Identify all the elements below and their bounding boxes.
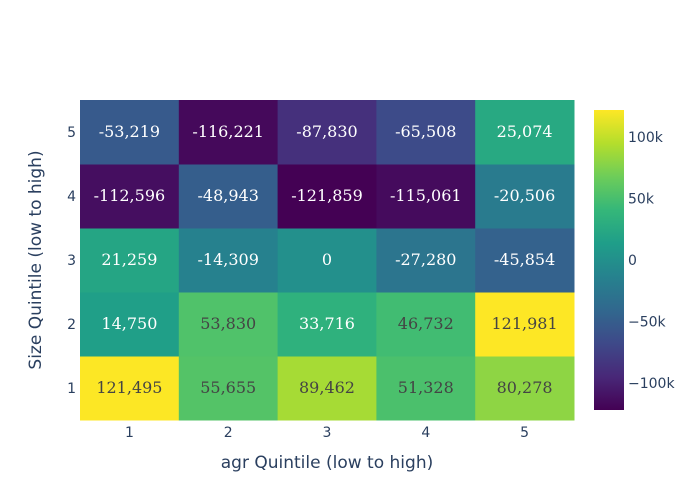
heatmap-cell: [475, 164, 575, 229]
x-axis-title: agr Quintile (low to high): [221, 453, 433, 473]
cell-label: -20,506: [494, 186, 555, 205]
cell-label: 89,462: [299, 378, 355, 397]
cell-label: -112,596: [94, 186, 166, 205]
x-tick-label: 4: [421, 425, 430, 441]
x-tick-label: 2: [224, 425, 233, 441]
cell-label: -48,943: [198, 186, 259, 205]
cell-label: 25,074: [497, 122, 553, 141]
heatmap-cell-labels: 121,495 55,655 89,462 51,328 80,278 14,750 53,…: [94, 122, 558, 397]
heatmap-cell: [277, 100, 377, 165]
y-tick-label: 1: [67, 381, 76, 397]
heatmap-cell: [376, 292, 476, 357]
heatmap-cell: [178, 164, 279, 229]
heatmap-cells: [80, 100, 575, 421]
cell-label: -45,854: [494, 250, 555, 269]
heatmap-cell: [178, 292, 279, 357]
cell-label: -87,830: [296, 122, 357, 141]
y-tick-label: 3: [67, 253, 76, 269]
heatmap-cell: [277, 228, 377, 293]
colorbar-tick-label: 0: [628, 253, 637, 269]
cell-label: 80,278: [497, 378, 553, 397]
colorbar-gradient: [594, 110, 624, 410]
heatmap-cell: [80, 164, 180, 229]
cell-label: -27,280: [395, 250, 456, 269]
colorbar-tick-label: −100k: [628, 376, 675, 392]
heatmap-cell: [277, 164, 377, 229]
cell-label: 21,259: [101, 250, 157, 269]
y-tick-label: 4: [67, 189, 76, 205]
x-tick-label: 1: [125, 425, 134, 441]
cell-label: 121,495: [96, 378, 162, 397]
heatmap-cell: [376, 100, 476, 165]
cell-label: 55,655: [200, 378, 256, 397]
x-tick-label: 3: [323, 425, 332, 441]
cell-label: -65,508: [395, 122, 456, 141]
cell-label: -14,309: [198, 250, 259, 269]
heatmap-cell: [80, 292, 180, 357]
heatmap-cell: [475, 228, 575, 293]
y-axis-title: Size Quintile (low to high): [26, 150, 46, 369]
cell-label: 14,750: [101, 314, 157, 333]
heatmap-cell: [475, 100, 575, 165]
y-tick-label: 5: [67, 125, 76, 141]
cell-label: -53,219: [99, 122, 160, 141]
heatmap-cell: [80, 100, 180, 165]
x-axis-ticks: 1 2 3 4 5: [125, 425, 529, 441]
y-tick-label: 2: [67, 317, 76, 333]
heatmap-cell: [475, 356, 575, 421]
colorbar: 100k 50k 0 −50k −100k: [594, 110, 675, 410]
heatmap-cell: [475, 292, 575, 357]
heatmap-cell: [277, 292, 377, 357]
y-axis-ticks: 1 2 3 4 5: [67, 125, 76, 397]
cell-label: 121,981: [492, 314, 558, 333]
heatmap-cell: [376, 164, 476, 229]
colorbar-tick-label: 50k: [628, 192, 655, 208]
cell-label: 51,328: [398, 378, 454, 397]
heatmap-cell: [178, 356, 279, 421]
heatmap-cell: [277, 356, 377, 421]
heatmap-cell: [178, 100, 279, 165]
heatmap-cell: [376, 356, 476, 421]
cell-label: 46,732: [398, 314, 454, 333]
heatmap-cell: [80, 228, 180, 293]
colorbar-tick-label: 100k: [628, 130, 664, 146]
heatmap-cell: [80, 356, 180, 421]
cell-label: -121,859: [291, 186, 363, 205]
heatmap-cell: [376, 228, 476, 293]
cell-label: 53,830: [200, 314, 256, 333]
x-tick-label: 5: [520, 425, 529, 441]
colorbar-tick-label: −50k: [628, 315, 667, 331]
heatmap-cell: [178, 228, 279, 293]
cell-label: -115,061: [390, 186, 462, 205]
cell-label: 33,716: [299, 314, 355, 333]
cell-label: -116,221: [192, 122, 264, 141]
cell-label: 0: [322, 250, 332, 269]
